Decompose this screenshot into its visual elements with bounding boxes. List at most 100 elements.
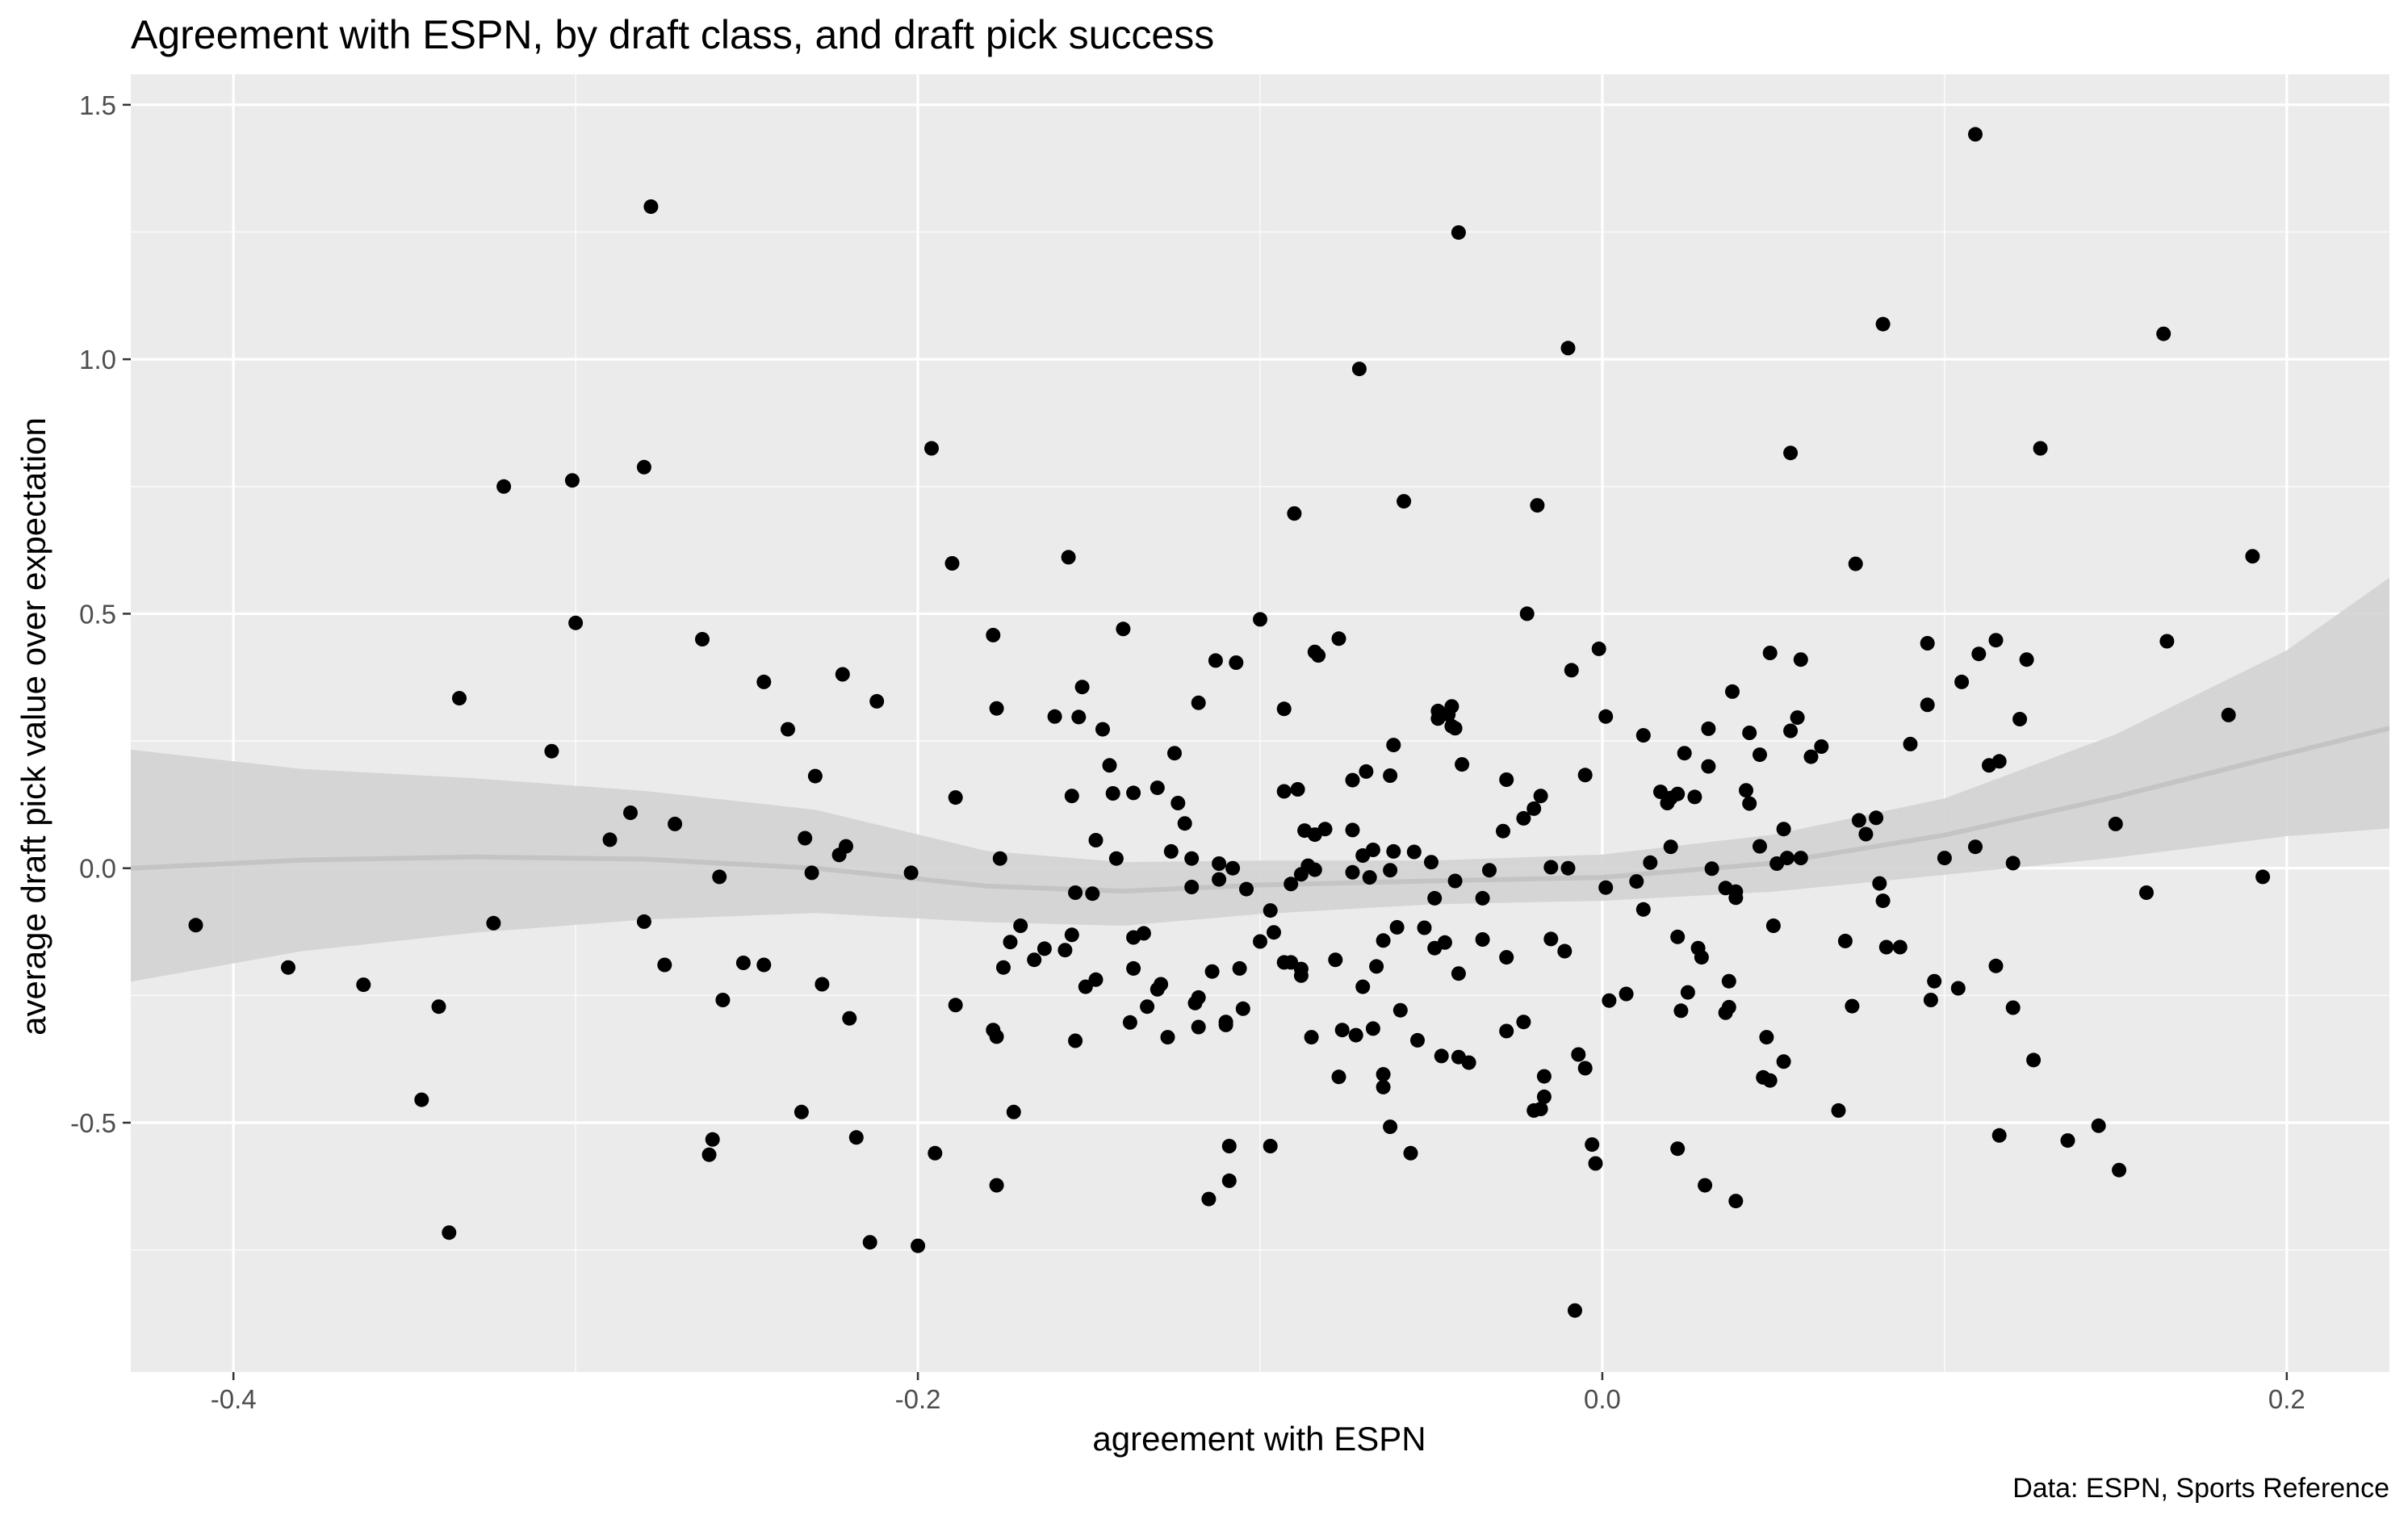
data-point: [568, 615, 584, 630]
data-point: [1903, 736, 1918, 751]
confidence-band: [131, 577, 2389, 982]
data-point: [2033, 441, 2048, 456]
data-point: [1184, 880, 1200, 894]
data-point: [1670, 1141, 1686, 1157]
data-point: [1383, 863, 1398, 878]
data-point: [1369, 959, 1384, 974]
data-point: [996, 960, 1011, 975]
data-point: [1588, 1156, 1603, 1171]
data-point: [1680, 985, 1695, 1000]
data-point: [1762, 646, 1778, 660]
data-point: [1263, 903, 1278, 918]
data-point: [1629, 874, 1644, 889]
data-point: [989, 701, 1004, 716]
data-point: [1013, 918, 1028, 933]
data-point: [356, 977, 371, 993]
data-point: [1383, 768, 1398, 783]
data-point: [1643, 855, 1658, 870]
data-point: [1762, 1073, 1778, 1088]
data-point: [1725, 684, 1740, 699]
data-point: [1191, 695, 1206, 710]
data-point: [992, 851, 1007, 866]
data-point: [1793, 652, 1808, 667]
data-point: [636, 914, 651, 929]
data-point: [1447, 873, 1463, 889]
data-point: [842, 1010, 857, 1026]
data-point: [1167, 746, 1182, 761]
data-point: [1677, 746, 1692, 761]
data-point: [1276, 701, 1292, 717]
data-point: [1499, 1023, 1514, 1039]
data-point: [911, 1238, 926, 1253]
data-point: [1451, 966, 1466, 981]
data-point: [705, 1132, 720, 1147]
data-point: [1345, 822, 1360, 838]
data-point: [869, 693, 885, 709]
data-point: [1126, 960, 1141, 976]
data-point: [1560, 341, 1576, 356]
data-point: [798, 831, 813, 846]
data-point: [1694, 950, 1709, 965]
data-point: [1591, 641, 1606, 656]
data-point: [1851, 813, 1866, 828]
data-point: [1526, 801, 1542, 816]
data-point: [701, 1147, 717, 1162]
data-point: [1673, 1003, 1689, 1019]
data-point: [735, 956, 751, 970]
data-point: [1365, 1021, 1380, 1036]
data-point: [1293, 961, 1309, 977]
data-point: [1635, 902, 1651, 917]
data-point: [1577, 1061, 1593, 1076]
data-point: [1221, 1139, 1237, 1153]
data-point: [1765, 918, 1781, 933]
data-point: [756, 957, 772, 973]
data-point: [1140, 999, 1155, 1015]
data-point: [1154, 977, 1169, 992]
data-point: [1533, 1102, 1548, 1116]
data-point: [1191, 990, 1206, 1005]
data-point: [2139, 885, 2154, 900]
x-axis-title: agreement with ESPN: [1092, 1420, 1426, 1458]
data-point: [712, 869, 727, 885]
data-point: [1122, 1015, 1137, 1030]
data-point: [1102, 758, 1117, 773]
minor-gridlines: [131, 74, 2389, 1372]
data-point: [1814, 739, 1829, 754]
data-point: [1064, 927, 1079, 943]
data-point: [1543, 931, 1559, 947]
data-point: [1163, 843, 1179, 859]
data-point: [1543, 860, 1559, 875]
data-point: [1499, 950, 1514, 965]
data-point: [1376, 1079, 1391, 1094]
data-point: [1560, 860, 1576, 876]
data-point: [1204, 964, 1220, 979]
data-point: [1475, 932, 1490, 947]
data-point: [804, 865, 819, 881]
data-point: [564, 473, 580, 488]
data-point: [1892, 939, 1908, 955]
data-point: [1793, 851, 1808, 866]
data-point: [1968, 127, 1983, 142]
data-point: [1235, 1001, 1250, 1016]
data-point: [1386, 843, 1401, 859]
data-point: [1027, 952, 1042, 968]
x-tick-label: 0.0: [1584, 1384, 1621, 1414]
data-point: [1068, 885, 1083, 900]
data-point: [1345, 772, 1360, 788]
data-point: [1670, 929, 1686, 944]
data-point: [1304, 1030, 1319, 1045]
data-point: [1003, 935, 1018, 950]
confidence-band-layer: [131, 577, 2389, 982]
data-point: [1085, 886, 1100, 902]
data-point: [442, 1225, 457, 1241]
data-point: [1988, 958, 2004, 973]
data-point: [1858, 826, 1874, 842]
data-point: [1359, 764, 1374, 779]
data-point: [1088, 972, 1103, 987]
data-point: [1383, 1119, 1398, 1135]
data-point: [623, 805, 638, 820]
data-point: [928, 1145, 943, 1161]
data-point: [2245, 549, 2260, 564]
y-tick-label: 0.5: [79, 599, 116, 629]
